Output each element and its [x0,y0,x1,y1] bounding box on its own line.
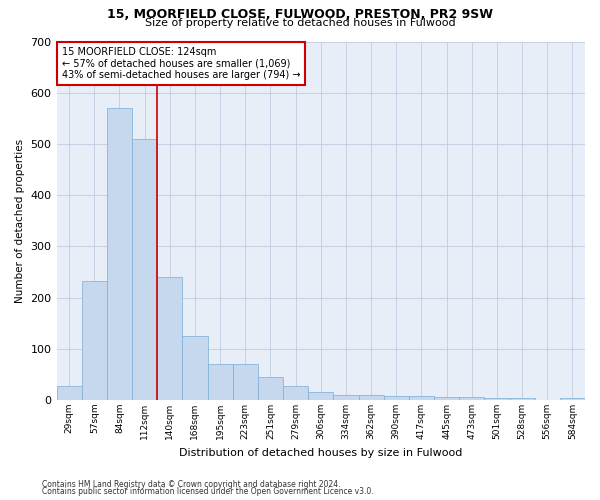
Text: Size of property relative to detached houses in Fulwood: Size of property relative to detached ho… [145,18,455,28]
Text: Contains HM Land Registry data © Crown copyright and database right 2024.: Contains HM Land Registry data © Crown c… [42,480,341,489]
Bar [132,139,157,400]
Text: 15, MOORFIELD CLOSE, FULWOOD, PRESTON, PR2 9SW: 15, MOORFIELD CLOSE, FULWOOD, PRESTON, P… [107,8,493,20]
Bar [383,396,409,400]
Bar [308,392,334,400]
Bar [459,398,484,400]
Y-axis label: Number of detached properties: Number of detached properties [15,138,25,303]
Bar [434,398,459,400]
Text: 15 MOORFIELD CLOSE: 124sqm
← 57% of detached houses are smaller (1,069)
43% of s: 15 MOORFIELD CLOSE: 124sqm ← 57% of deta… [62,47,301,80]
X-axis label: Distribution of detached houses by size in Fulwood: Distribution of detached houses by size … [179,448,463,458]
Bar [182,336,208,400]
Bar [509,398,535,400]
Bar [258,377,283,400]
Text: Contains public sector information licensed under the Open Government Licence v3: Contains public sector information licen… [42,488,374,496]
Bar [56,386,82,400]
Bar [107,108,132,400]
Bar [359,395,383,400]
Bar [283,386,308,400]
Bar [208,364,233,400]
Bar [82,281,107,400]
Bar [334,395,359,400]
Bar [484,398,509,400]
Bar [233,364,258,400]
Bar [409,396,434,400]
Bar [560,398,585,400]
Bar [157,277,182,400]
